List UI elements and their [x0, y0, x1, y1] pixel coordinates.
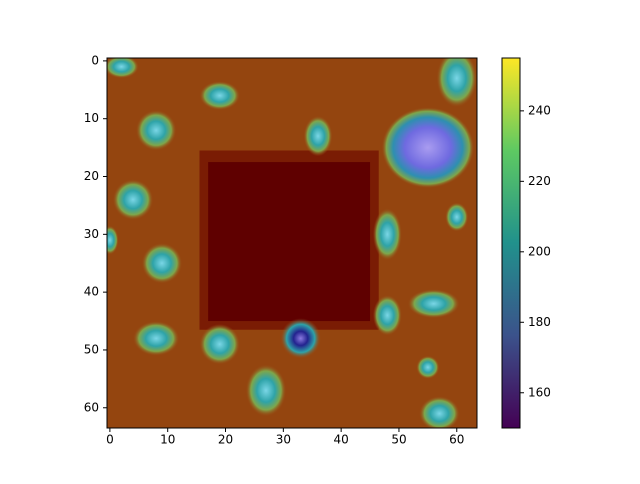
x-tick-label: 0: [106, 433, 114, 447]
blob: [112, 179, 154, 220]
blob: [419, 396, 460, 428]
y-tick-label: 10: [84, 111, 99, 125]
colorbar-tick-label: 160: [528, 385, 551, 399]
dark-square: [208, 162, 371, 322]
x-tick-label: 50: [391, 433, 406, 447]
colorbar-tick-label: 240: [528, 103, 551, 117]
colorbar: [502, 58, 520, 428]
x-tick-label: 60: [449, 433, 464, 447]
x-tick-label: 10: [160, 433, 175, 447]
blob: [245, 364, 287, 417]
blob: [107, 225, 119, 255]
blob: [445, 202, 469, 232]
colorbar-tick-label: 220: [528, 174, 551, 188]
blob: [141, 243, 183, 284]
y-tick-label: 40: [84, 285, 99, 299]
x-tick-label: 40: [334, 433, 349, 447]
y-tick-label: 50: [84, 342, 99, 356]
y-tick-label: 30: [84, 227, 99, 241]
colorbar-tick-label: 200: [528, 244, 551, 258]
blob: [280, 318, 321, 359]
blob: [133, 321, 180, 356]
y-tick-label: 60: [84, 400, 99, 414]
y-tick-label: 0: [91, 53, 99, 67]
blob: [199, 323, 240, 365]
blob: [199, 81, 240, 111]
blob: [436, 58, 477, 108]
x-tick-label: 20: [218, 433, 233, 447]
x-tick-label: 30: [276, 433, 291, 447]
axes-frame: [106, 57, 478, 429]
blob: [107, 58, 139, 79]
blob: [135, 110, 177, 151]
blob: [416, 355, 440, 379]
colorbar-tick-label: 180: [528, 315, 551, 329]
blob: [372, 208, 402, 261]
y-tick-label: 20: [84, 169, 99, 183]
image: [107, 58, 477, 428]
blob: [407, 289, 460, 319]
blob: [303, 115, 333, 157]
blob: [381, 107, 475, 189]
blob: [372, 295, 402, 336]
colorbar-frame: [501, 57, 521, 429]
